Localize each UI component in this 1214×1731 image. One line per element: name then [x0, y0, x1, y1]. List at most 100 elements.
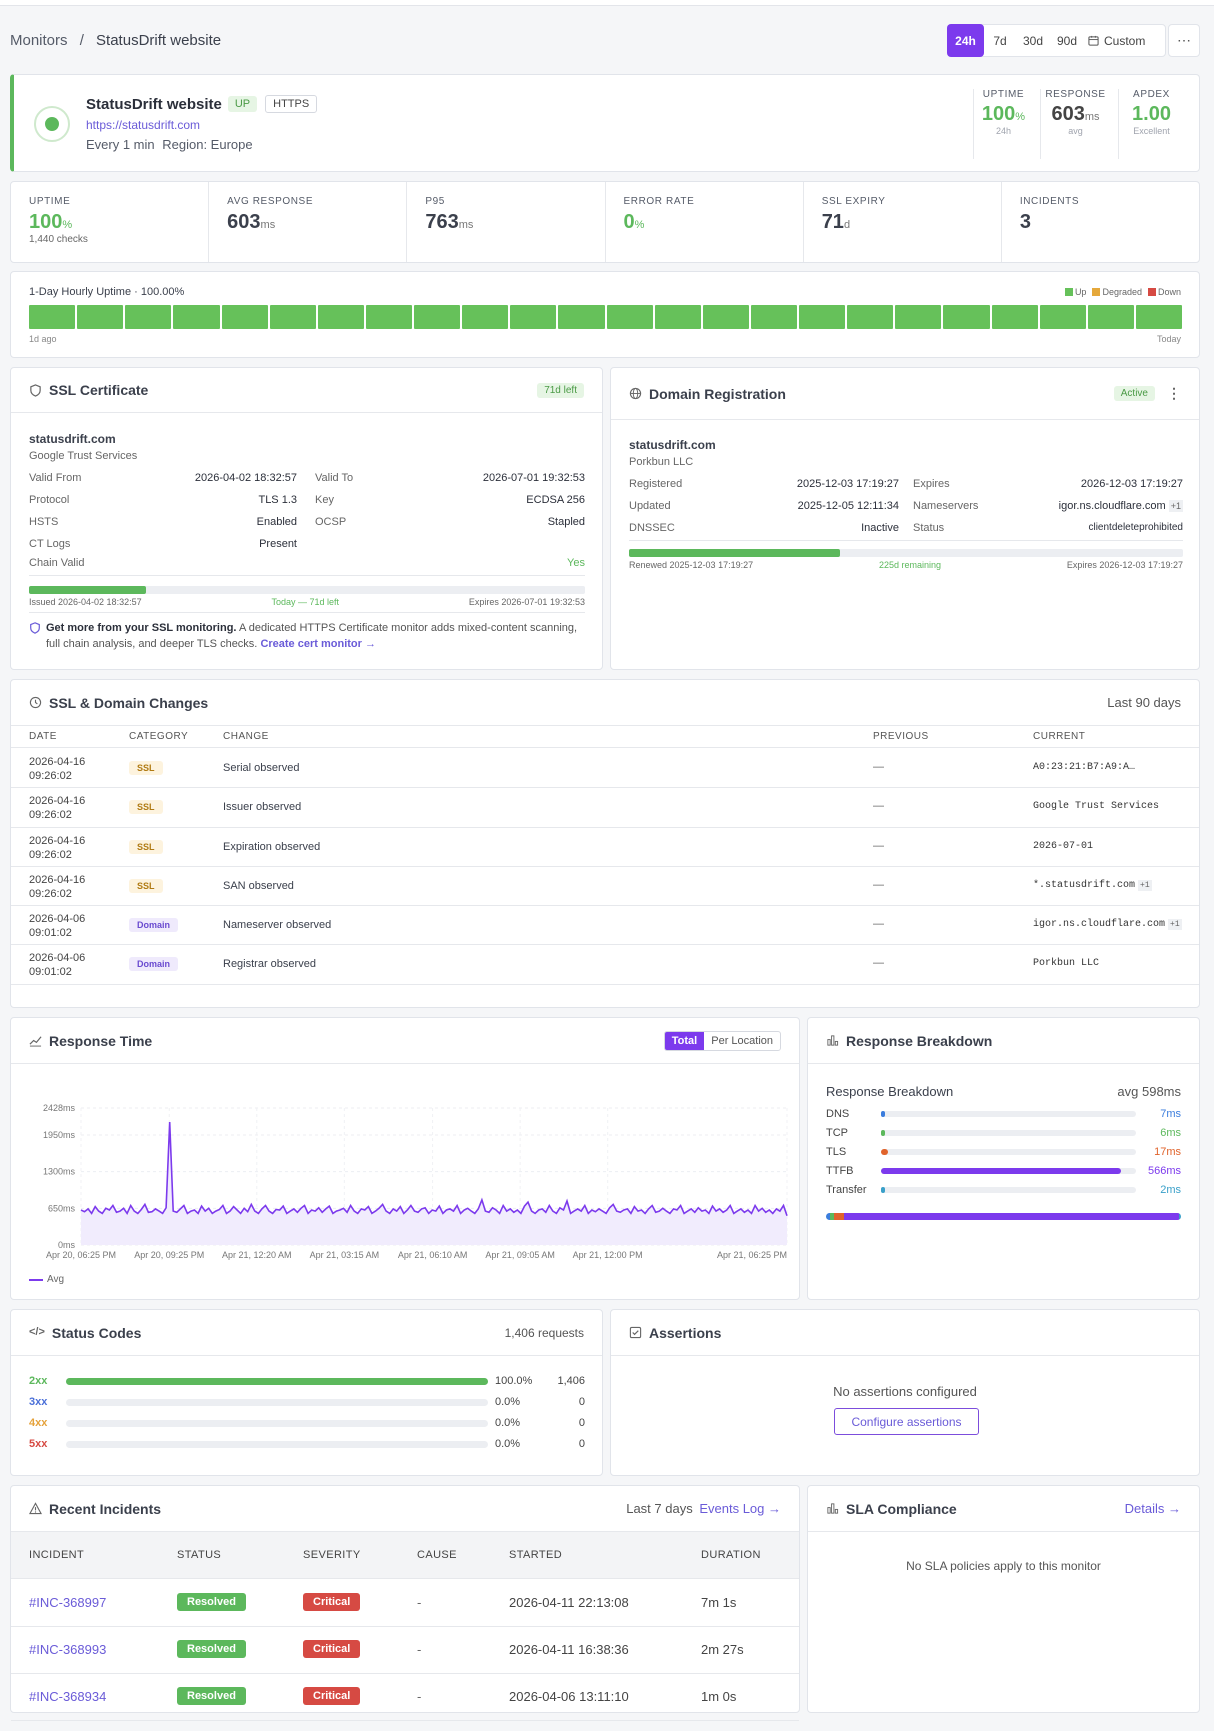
- incident-id-link[interactable]: #INC-368993: [29, 1642, 107, 1657]
- hourly-block[interactable]: [365, 305, 412, 329]
- sla-details-link[interactable]: Details →: [1124, 1501, 1181, 1516]
- monitor-region: Region: Europe: [162, 137, 253, 152]
- events-log-link[interactable]: Events Log →: [699, 1501, 781, 1516]
- range-30d[interactable]: 30d: [1022, 33, 1044, 48]
- hourly-block[interactable]: [462, 305, 509, 329]
- incident-id-link[interactable]: #INC-368997: [29, 1595, 107, 1610]
- chart-legend: Avg: [29, 1274, 64, 1285]
- domain-ns-more[interactable]: +1: [1168, 500, 1183, 512]
- hourly-block[interactable]: [29, 305, 76, 329]
- change-current: Porkbun LLC: [1033, 958, 1100, 970]
- table-row[interactable]: #INC-368934 Resolved Critical - 2026-04-06 1…: [11, 1674, 799, 1721]
- hourly-block[interactable]: [558, 305, 605, 329]
- incident-started: 2026-04-11 16:38:36: [509, 1642, 629, 1657]
- clock-icon: [29, 696, 42, 709]
- change-date: 2026-04-16 09:26:02: [29, 755, 85, 783]
- x-tick-label: Apr 21, 09:05 AM: [485, 1250, 555, 1260]
- create-cert-monitor-link[interactable]: Create cert monitor →: [260, 638, 376, 650]
- stack-segment: [1179, 1213, 1181, 1220]
- ssl-expires-date: Expires 2026-07-01 19:32:53: [468, 597, 585, 607]
- hourly-block[interactable]: [269, 305, 316, 329]
- hourly-block[interactable]: [847, 305, 894, 329]
- incident-id-link[interactable]: #INC-368934: [29, 1689, 107, 1704]
- status-badge: Resolved: [177, 1593, 246, 1611]
- breakdown-row: DNS 7ms: [826, 1106, 1181, 1125]
- kpi-avg-value: 603: [227, 211, 261, 233]
- hourly-block[interactable]: [173, 305, 220, 329]
- more-options-button[interactable]: ⋯: [1168, 24, 1200, 57]
- hourly-block[interactable]: [1039, 305, 1086, 329]
- monitor-url[interactable]: https://statusdrift.com: [86, 118, 201, 132]
- legend-avg-label: Avg: [47, 1274, 65, 1285]
- tab-total[interactable]: Total: [664, 1031, 705, 1050]
- configure-assertions-button[interactable]: Configure assertions: [834, 1408, 979, 1435]
- hourly-block[interactable]: [125, 305, 172, 329]
- hourly-block[interactable]: [606, 305, 653, 329]
- severity-badge: Critical: [303, 1593, 361, 1611]
- range-24h[interactable]: 24h: [947, 24, 984, 57]
- header-stat-uptime: UPTIME 100% 24h: [973, 89, 1033, 159]
- breakdown-avg: avg 598ms: [1117, 1084, 1181, 1099]
- domain-active-badge: Active: [1113, 386, 1155, 401]
- domain-more-icon[interactable]: ⋮: [1167, 385, 1181, 401]
- assertions-title: Assertions: [649, 1324, 722, 1341]
- kpi-error-unit: %: [634, 219, 645, 231]
- ssl-promo: Get more from your SSL monitoring. A ded…: [29, 620, 585, 652]
- hourly-block[interactable]: [1135, 305, 1182, 329]
- col-status: STATUS: [177, 1549, 222, 1561]
- tab-per-location[interactable]: Per Location: [711, 1034, 773, 1047]
- change-current-more[interactable]: +1: [1138, 879, 1152, 891]
- table-row[interactable]: #INC-368997 Resolved Critical - 2026-04-11 2…: [11, 1580, 799, 1627]
- legend-avg-line: [29, 1278, 43, 1281]
- status-codes-count: 1,406 requests: [504, 1325, 584, 1340]
- hourly-block[interactable]: [943, 305, 990, 329]
- header-uptime-sub: 24h: [995, 126, 1012, 136]
- status-code-pct: 0.0%: [495, 1417, 521, 1429]
- hourly-block[interactable]: [654, 305, 701, 329]
- change-current: *.statusdrift.com +1: [1033, 879, 1152, 891]
- hourly-block[interactable]: [750, 305, 797, 329]
- change-current-more[interactable]: +1: [1168, 919, 1182, 931]
- sla-compliance-card: SLA Compliance Details → No SLA policies…: [807, 1485, 1200, 1713]
- ssl-title: SSL Certificate: [49, 382, 149, 398]
- status-code-count: 0: [578, 1438, 585, 1450]
- incident-cause: -: [417, 1689, 422, 1704]
- range-7d[interactable]: 7d: [993, 33, 1007, 48]
- legend-down-label: Down: [1157, 287, 1181, 297]
- breadcrumb-root[interactable]: Monitors: [10, 32, 68, 49]
- x-tick-label: Apr 21, 06:10 AM: [398, 1250, 468, 1260]
- incident-cause: -: [417, 1642, 422, 1657]
- range-custom[interactable]: Custom: [1088, 34, 1145, 48]
- hourly-block[interactable]: [991, 305, 1038, 329]
- change-date-time: 09:26:02: [29, 848, 72, 861]
- kpi-uptime-unit: %: [62, 219, 73, 231]
- change-current: A0:23:21:B7:A9:A…: [1033, 762, 1136, 773]
- table-row: 2026-04-06 09:01:02 Domain Registrar observ…: [11, 945, 1199, 985]
- range-90d[interactable]: 90d: [1056, 33, 1078, 48]
- breakdown-bar-fill: [881, 1168, 1121, 1174]
- hourly-block[interactable]: [77, 305, 124, 329]
- hourly-block[interactable]: [1087, 305, 1134, 329]
- domain-status-value: clientdeleteprohibited: [1088, 522, 1183, 533]
- hourly-block[interactable]: [799, 305, 846, 329]
- table-row[interactable]: #INC-368993 Resolved Critical - 2026-04-11 1…: [11, 1627, 799, 1674]
- change-date-time: 09:01:02: [29, 966, 72, 979]
- status-code-label: 2xx: [29, 1375, 48, 1387]
- domain-expires-foot: Expires 2026-12-03 17:19:27: [1066, 560, 1183, 570]
- hourly-block[interactable]: [414, 305, 461, 329]
- ssl-valid-to-value: 2026-07-01 19:32:53: [482, 472, 585, 484]
- ssl-certificate-card: SSL Certificate 71d left statusdrift.com…: [10, 367, 603, 670]
- ssl-validity-progress: [29, 586, 585, 594]
- legend-down-swatch: [1147, 288, 1156, 296]
- hourly-block[interactable]: [221, 305, 268, 329]
- ssl-days-badge: 71d left: [537, 382, 584, 398]
- hourly-block[interactable]: [317, 305, 364, 329]
- hourly-block[interactable]: [510, 305, 557, 329]
- monitor-interval: Every 1 min: [86, 137, 155, 152]
- breakdown-row: TTFB 566ms: [826, 1163, 1181, 1182]
- table-row: 2026-04-06 09:01:02 Domain Nameserver obser…: [11, 906, 1199, 946]
- change-date: 2026-04-06 09:01:02: [29, 951, 85, 979]
- hourly-block[interactable]: [895, 305, 942, 329]
- change-date-day: 2026-04-06: [29, 952, 86, 965]
- hourly-block[interactable]: [702, 305, 749, 329]
